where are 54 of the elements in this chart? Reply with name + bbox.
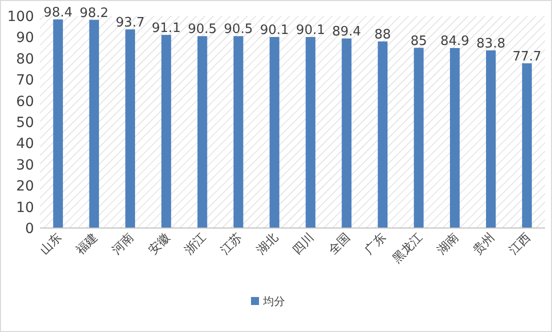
y-tick-label: 30 — [16, 157, 34, 174]
bar — [53, 19, 63, 228]
bar — [414, 48, 424, 228]
data-label: 90.5 — [224, 22, 253, 38]
data-label: 91.1 — [152, 20, 181, 36]
y-tick-label: 20 — [16, 178, 34, 195]
x-tick-label: 湖北 — [254, 230, 281, 258]
bar — [450, 48, 460, 228]
x-tick-label: 河南 — [109, 230, 136, 258]
bar — [234, 36, 244, 228]
x-tick-label: 全国 — [326, 230, 353, 258]
x-tick-label: 广东 — [362, 230, 389, 258]
data-label: 85 — [410, 34, 428, 49]
x-tick-label: 江西 — [506, 230, 534, 258]
data-label: 84.9 — [440, 34, 470, 50]
x-tick-label: 浙江 — [182, 230, 208, 258]
data-label: 83.8 — [476, 36, 506, 52]
bar — [161, 34, 172, 228]
y-tick-label: 60 — [16, 94, 34, 110]
y-tick-label: 80 — [16, 51, 34, 68]
y-tick-label: 50 — [16, 115, 34, 131]
bar — [342, 38, 352, 228]
x-tick-label: 四川 — [290, 230, 317, 258]
legend-label: 均分 — [262, 295, 285, 308]
x-tick-label: 山东 — [37, 230, 64, 258]
bar — [125, 29, 136, 228]
bar — [270, 36, 280, 228]
bar — [306, 36, 316, 228]
data-label: 90.1 — [296, 22, 326, 38]
y-tick-label: 90 — [16, 30, 34, 46]
data-label: 89.4 — [332, 24, 362, 40]
x-tick-label: 贵州 — [470, 230, 498, 258]
data-label: 90.1 — [260, 22, 289, 38]
y-tick-label: 100 — [7, 9, 34, 25]
x-tick-label: 江苏 — [218, 230, 245, 258]
data-label: 93.7 — [116, 15, 145, 30]
bar — [486, 50, 496, 228]
bar — [378, 41, 388, 228]
data-label: 77.7 — [512, 49, 542, 64]
y-tick-label: 40 — [16, 136, 34, 152]
y-tick-label: 70 — [16, 72, 34, 89]
bar — [197, 36, 208, 228]
data-label: 90.5 — [188, 22, 217, 38]
bar — [89, 20, 99, 228]
bar — [522, 63, 532, 228]
data-label: 98.2 — [80, 6, 109, 21]
data-label: 88 — [374, 27, 391, 42]
data-label: 98.4 — [44, 5, 73, 20]
x-tick-label: 福建 — [73, 230, 100, 258]
x-tick-label: 黑龙江 — [390, 230, 425, 266]
x-tick-label: 湖南 — [434, 230, 461, 258]
y-tick-label: 10 — [16, 200, 34, 216]
y-tick-label: 0 — [25, 221, 34, 237]
x-tick-label: 安徽 — [146, 230, 172, 258]
